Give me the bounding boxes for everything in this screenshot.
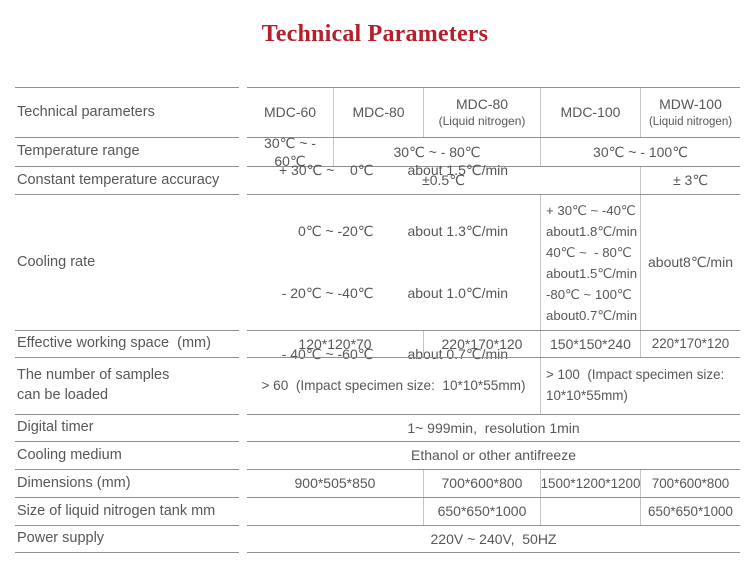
accuracy-mdw100-value: ± 3℃ (640, 167, 740, 194)
header-row: Technical parameters MDC-60 MDC-80 MDC-8… (15, 87, 740, 137)
header-label: Technical parameters (15, 87, 239, 137)
accuracy-label: Constant temperature accuracy (15, 166, 239, 194)
temp-mdc80-group-value: 30℃ ~ - 80℃ (333, 138, 540, 166)
cooling-temp-ranges: + 30℃ ~ 0℃ 0℃ ~ -20℃ - 20℃ ~ -40℃ - 40℃ … (278, 161, 374, 363)
dimensions-v2: 700*600*800 (423, 470, 540, 497)
samples-right-value: > 100 (Impact specimen size: 10*10*55mm) (540, 358, 740, 414)
nitrogen-tank-v1 (247, 498, 423, 525)
working-space-v4: 220*170*120 (640, 331, 740, 357)
nitrogen-tank-v3 (540, 498, 640, 525)
row-working-space: Effective working space (mm) 120*120*70 … (15, 330, 740, 357)
column-header-mdc-100: MDC-100 (540, 88, 640, 137)
power-supply-value: 220V ~ 240V, 50HZ (430, 530, 557, 547)
temp-mdc100-group-value: 30℃ ~ - 100℃ (540, 138, 740, 166)
samples-left-value: > 60 (Impact specimen size: 10*10*55mm) (261, 378, 526, 394)
row-nitrogen-tank-size: Size of liquid nitrogen tank mm 650*650*… (15, 497, 740, 525)
cooling-rate-mdw100-cell: about8℃/min (640, 195, 740, 330)
samples-label: The number of samples can be loaded (15, 357, 239, 414)
row-cooling-medium: Cooling medium Ethanol or other antifree… (15, 441, 740, 469)
nitrogen-tank-label: Size of liquid nitrogen tank mm (15, 497, 239, 525)
digital-timer-label: Digital timer (15, 414, 239, 441)
dimensions-v1: 900*505*850 (294, 475, 376, 492)
column-header-mdc-80: MDC-80 (333, 88, 423, 137)
row-dimensions: Dimensions (mm) 900*505*850 700*600*800 … (15, 469, 740, 497)
cooling-medium-label: Cooling medium (15, 441, 239, 469)
cooling-medium-value: Ethanol or other antifreeze (411, 447, 576, 464)
column-header-mdc-80-ln: MDC-80 (Liquid nitrogen) (423, 88, 540, 137)
row-temperature-range: Temperature range 30℃ ~ - 60℃ 30℃ ~ - 80… (15, 134, 740, 169)
row-accuracy: Constant temperature accuracy ±0.5℃ ± 3℃ (15, 166, 740, 194)
nitrogen-tank-v2: 650*650*1000 (423, 498, 540, 525)
working-space-label: Effective working space (mm) (15, 330, 239, 357)
row-digital-timer: Digital timer 1~ 999min, resolution 1min (15, 414, 740, 441)
working-space-v2: 220*170*120 (423, 331, 540, 357)
row-power-supply: Power supply 220V ~ 240V, 50HZ (15, 525, 740, 553)
dimensions-v3: 1500*1200*1200 (540, 470, 640, 497)
temp-mdc60-value: 30℃ ~ - 60℃ (264, 134, 320, 169)
cooling-rate-label: Cooling rate (15, 194, 239, 330)
column-header-mdw-100-ln: MDW-100 (Liquid nitrogen) (640, 88, 740, 137)
cooling-rate-main-cell: + 30℃ ~ 0℃ 0℃ ~ -20℃ - 20℃ ~ -40℃ - 40℃ … (247, 162, 540, 362)
page-title: Technical Parameters (261, 21, 489, 47)
digital-timer-value: 1~ 999min, resolution 1min (407, 419, 580, 436)
accuracy-main-value: ±0.5℃ (422, 172, 465, 189)
row-cooling-rate: Cooling rate + 30℃ ~ 0℃ 0℃ ~ -20℃ - 20℃ … (15, 162, 740, 362)
row-samples: The number of samples can be loaded > 60… (15, 357, 740, 414)
dimensions-v4: 700*600*800 (640, 470, 740, 497)
cooling-rate-mdc100-cell: + 30℃ ~ -40℃ about1.8℃/min 40℃ ~ - 80℃ a… (540, 195, 640, 330)
dimensions-label: Dimensions (mm) (15, 469, 239, 497)
technical-parameters-table: Technical parameters MDC-60 MDC-80 MDC-8… (15, 87, 740, 553)
nitrogen-tank-v4: 650*650*1000 (640, 498, 740, 525)
column-header-mdc-60: MDC-60 (263, 104, 317, 121)
working-space-v1: 120*120*70 (298, 335, 372, 352)
cooling-rate-values: about 1.5℃/min about 1.3℃/min about 1.0℃… (407, 161, 509, 363)
working-space-v3: 150*150*240 (540, 331, 640, 357)
power-supply-label: Power supply (15, 525, 239, 553)
temperature-range-label: Temperature range (15, 137, 239, 166)
